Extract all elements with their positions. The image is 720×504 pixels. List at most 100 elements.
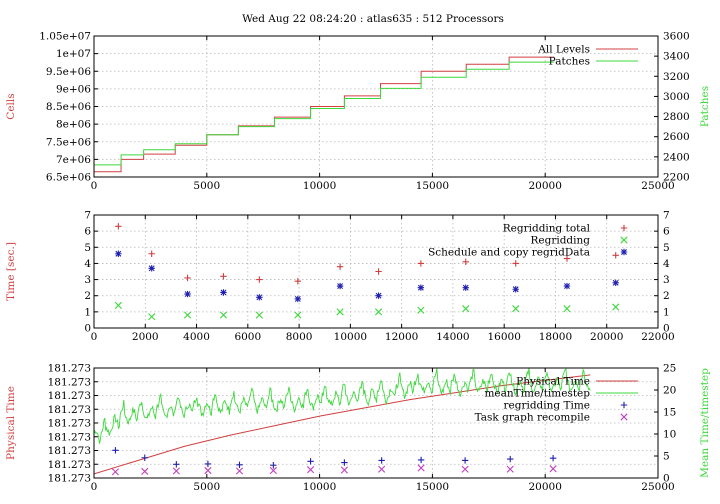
x-tick-label: 6000	[234, 331, 261, 343]
legend-key	[620, 236, 628, 244]
y-tick-label: 7e+06	[56, 154, 91, 166]
y-tick-label: 1e+07	[56, 48, 91, 60]
y2-tick-label: 5	[663, 242, 670, 254]
data-point	[236, 461, 243, 468]
data-point	[235, 467, 244, 475]
x-tick-label: 25000	[641, 481, 674, 493]
x-tick-label: 8000	[286, 331, 313, 343]
data-point	[204, 460, 212, 468]
data-point	[294, 295, 302, 303]
plot-panel-3: 0 5000 10000 15000 20000 25000181.273181.2731…	[5, 363, 711, 494]
data-point	[269, 466, 277, 475]
y-tick-label: 1	[84, 306, 91, 318]
data-point	[507, 455, 514, 463]
data-point	[549, 455, 557, 462]
series-line	[93, 367, 591, 444]
data-point	[378, 465, 386, 473]
data-point	[461, 465, 469, 473]
y-axis-label: Time [sec.]	[5, 242, 17, 301]
series-1	[94, 56, 555, 173]
x-tick-label: 5000	[193, 180, 220, 192]
series-3	[115, 250, 619, 303]
y-tick-label: 181.273	[48, 376, 91, 388]
y-tick-label: 1.05e+07	[39, 31, 91, 43]
y-tick-label: 5	[84, 242, 91, 254]
y2-tick-label: 2400	[663, 151, 690, 163]
x-tick-label: 14000	[436, 331, 469, 343]
series-1	[93, 374, 591, 475]
series-2	[114, 301, 620, 321]
plot-frame	[93, 214, 659, 329]
series-2	[93, 367, 591, 444]
data-point	[111, 468, 120, 476]
data-point	[563, 282, 571, 290]
legend-label: Physical Time	[516, 376, 590, 388]
data-point	[417, 456, 425, 464]
data-point	[512, 260, 519, 267]
data-point	[341, 459, 348, 466]
y-tick-label: 9.5e+06	[46, 66, 91, 78]
y-tick-label: 9e+06	[56, 83, 91, 95]
data-point	[461, 457, 469, 464]
data-point	[336, 308, 344, 316]
legend-label: Patches	[549, 56, 590, 68]
y2-tick-label: 0	[663, 473, 670, 485]
data-point	[563, 305, 571, 313]
data-point	[219, 311, 228, 319]
legend-label: Regridding	[530, 235, 590, 247]
y2-tick-label: 2800	[663, 111, 690, 123]
y-tick-label: 181.273	[48, 418, 91, 430]
data-point	[294, 277, 302, 285]
figure-title: Wed Aug 22 08:24:20 : atlas635 : 512 Pro…	[242, 13, 504, 25]
x-tick-label: 20000	[528, 481, 561, 493]
series-2	[94, 61, 555, 166]
y-tick-label: 181.273	[48, 390, 91, 402]
y-tick-label: 2	[84, 290, 91, 302]
y2-tick-label: 0	[663, 323, 670, 335]
data-point	[462, 284, 469, 291]
y-tick-label: 7.5e+06	[46, 136, 91, 148]
x-tick-label: 5000	[193, 481, 220, 493]
data-point	[173, 461, 180, 468]
y-tick-label: 8.5e+06	[46, 101, 91, 113]
x-tick-label: 0	[91, 481, 98, 493]
x-tick-label: 15000	[416, 180, 449, 192]
data-point	[549, 465, 557, 473]
data-point	[114, 301, 122, 309]
legend-label: meanTime/timestep	[484, 388, 590, 400]
y2-tick-label: 3200	[663, 71, 690, 83]
legend-key	[620, 224, 628, 232]
y2-tick-label: 20	[663, 385, 676, 397]
y2-tick-label: 3400	[663, 51, 690, 63]
data-point	[307, 458, 314, 465]
data-point	[172, 467, 180, 475]
data-point	[612, 279, 619, 286]
data-point	[336, 263, 344, 270]
legend-label: Task graph recompile	[475, 412, 590, 424]
y2-tick-label: 6	[663, 226, 670, 238]
x-tick-label: 20000	[528, 180, 561, 192]
data-point	[256, 294, 263, 301]
y2-tick-label: 15	[663, 407, 676, 419]
data-point	[115, 250, 122, 257]
data-point	[306, 466, 315, 474]
data-point	[184, 274, 191, 282]
data-point	[141, 467, 149, 475]
data-point	[375, 268, 382, 275]
series-line	[94, 56, 555, 173]
x-tick-label: 4000	[183, 331, 210, 343]
legend-label: Regridding total	[503, 223, 591, 235]
data-point	[612, 252, 619, 259]
series-line	[94, 61, 555, 166]
data-point	[462, 305, 470, 313]
x-tick-label: 10000	[303, 481, 336, 493]
x-tick-label: 12000	[385, 331, 418, 343]
data-point	[612, 303, 620, 311]
x-tick-label: 22000	[641, 331, 674, 343]
x-tick-label: 16000	[487, 331, 520, 343]
legend-label: regridding Time	[504, 400, 591, 412]
y2-tick-label: 10	[663, 429, 676, 441]
y-tick-label: 181.273	[48, 445, 91, 457]
data-point	[256, 276, 263, 283]
